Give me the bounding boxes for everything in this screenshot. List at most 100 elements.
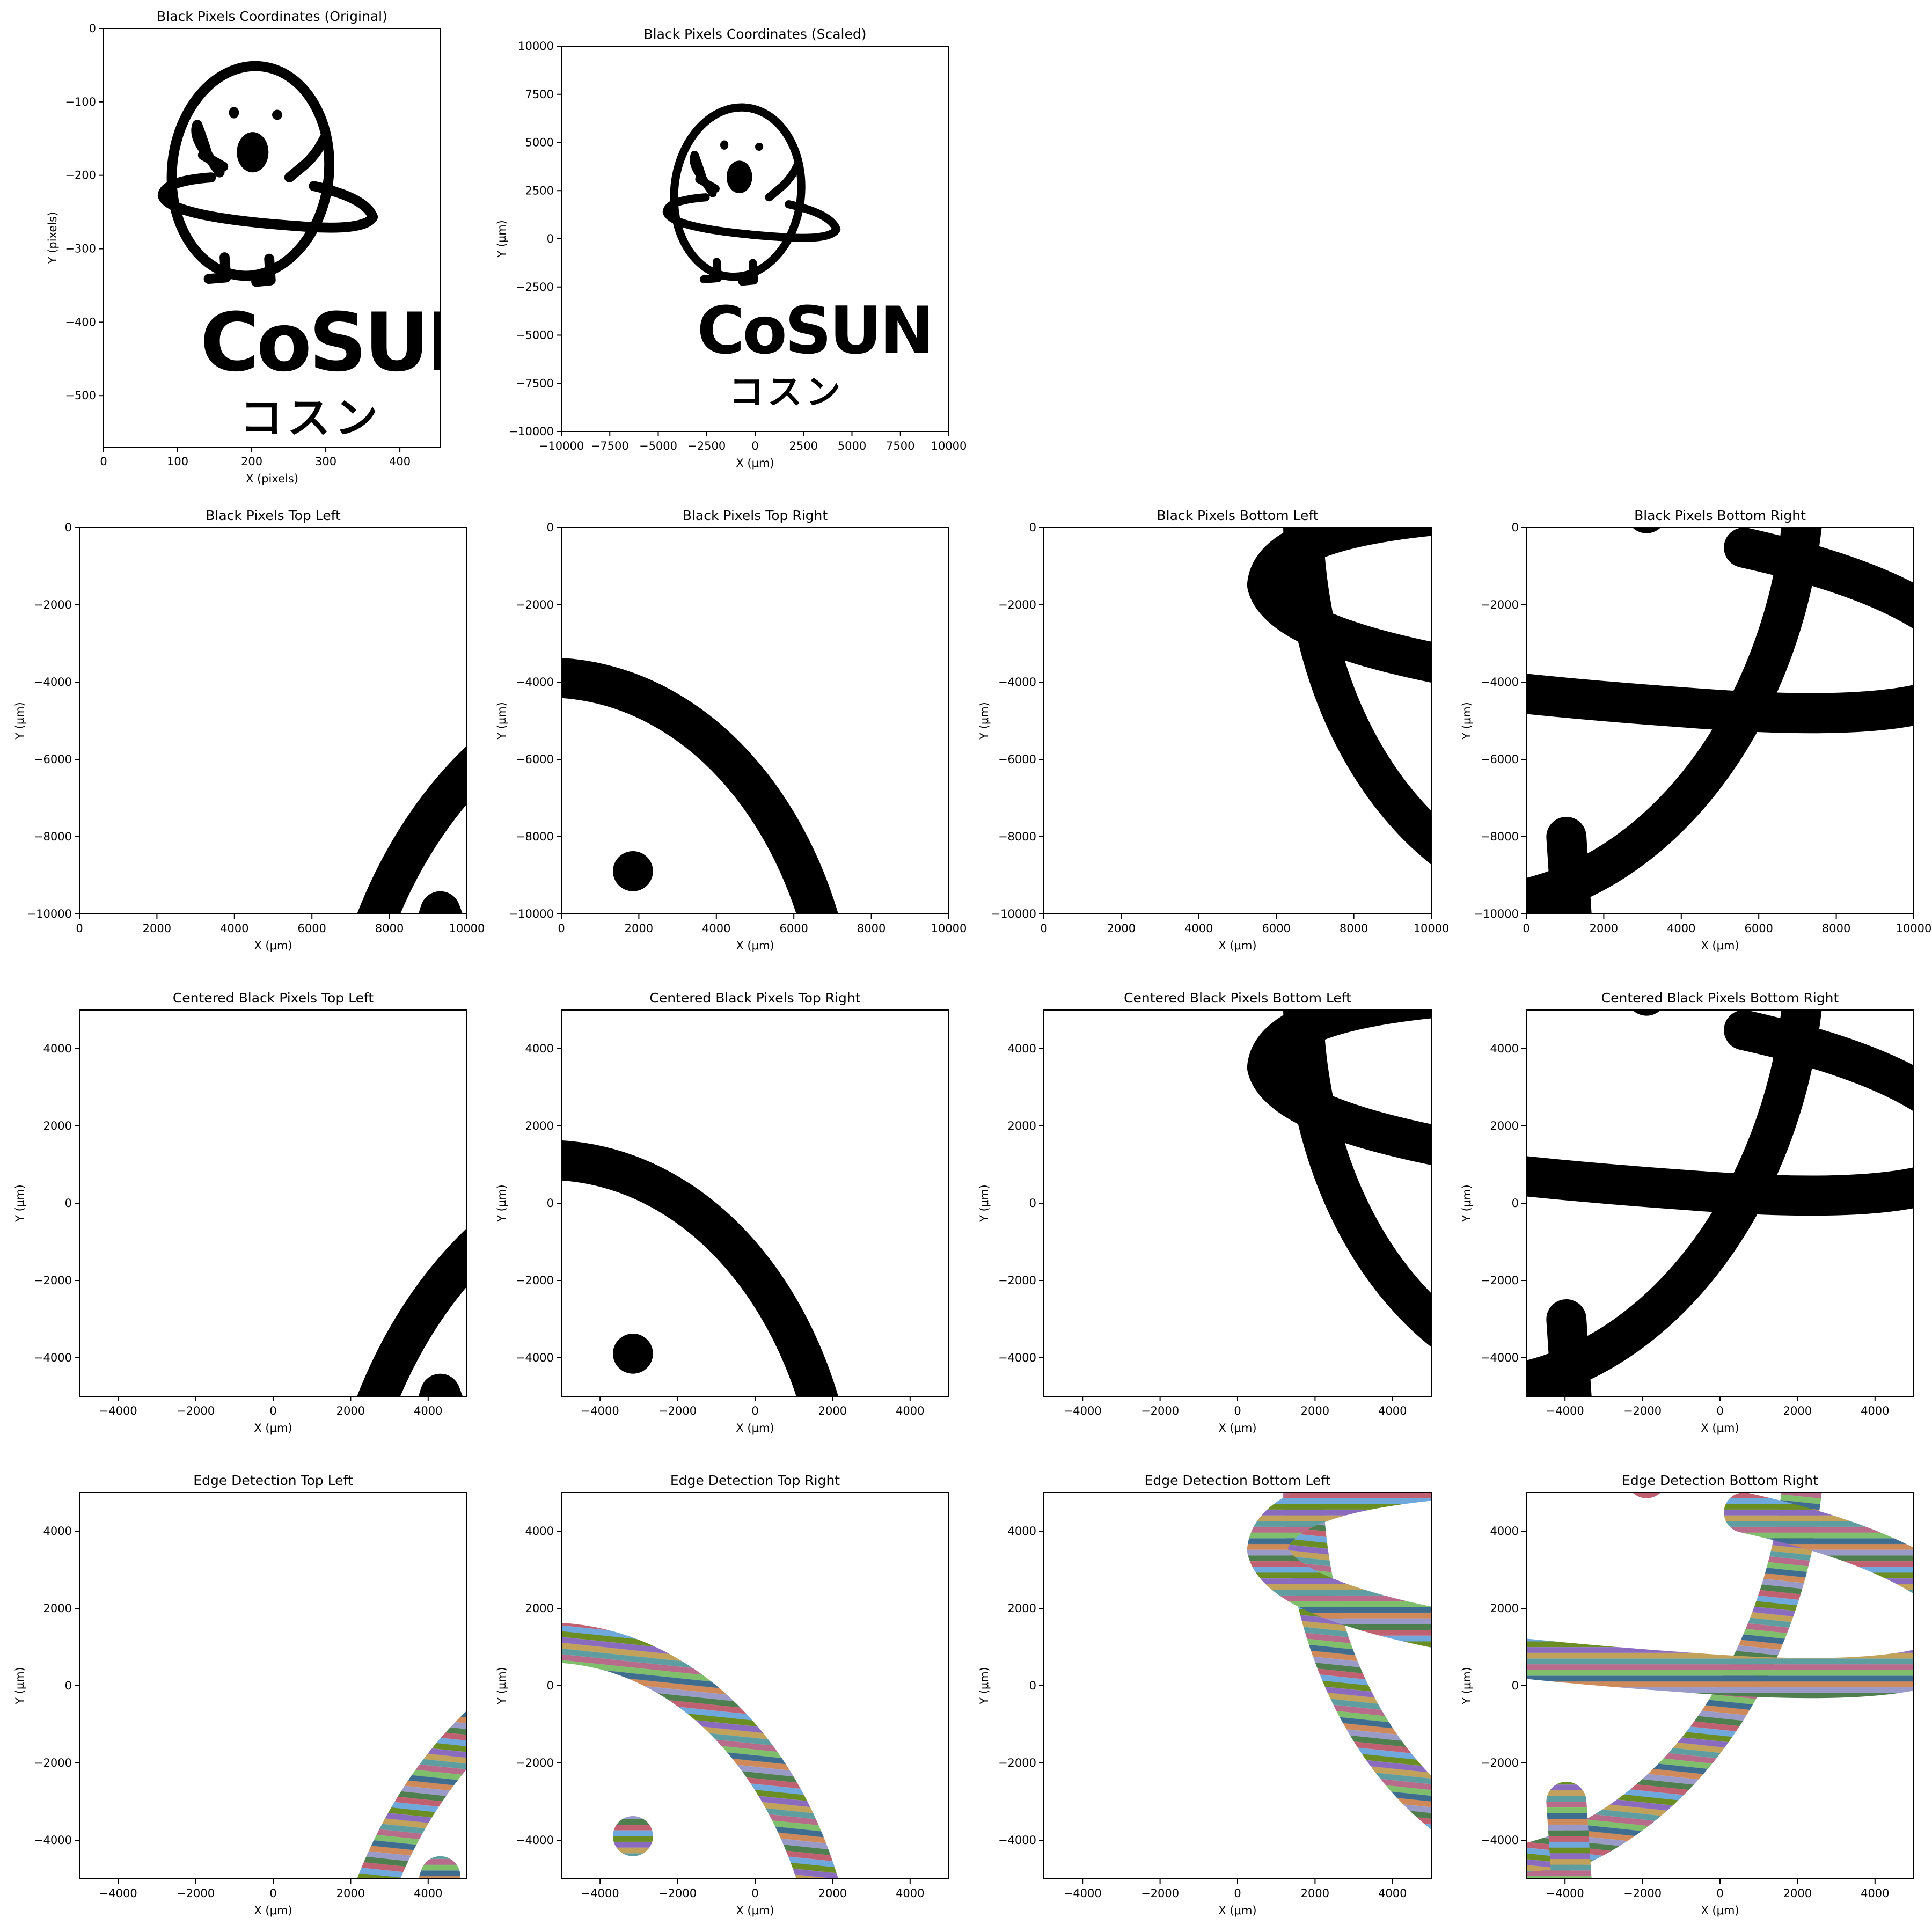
y-tick-label: 0	[547, 1197, 554, 1210]
y-tick-label: −10000	[991, 908, 1036, 920]
x-tick-label: 4000	[1861, 1404, 1889, 1417]
x-tick-label: 0	[1523, 922, 1529, 935]
x-tick-label: 10000	[931, 440, 967, 452]
x-axis-label: X (μm)	[736, 939, 774, 952]
y-tick-label: −300	[65, 243, 96, 255]
y-tick-label: 7500	[525, 88, 554, 101]
x-axis-label: X (μm)	[1701, 1422, 1739, 1435]
x-axis-label: X (μm)	[1701, 939, 1739, 952]
subplot-10: −4000 −2000 0 2000 4000 −4000 −2000 0 2000 4000 Ce…	[1460, 990, 1914, 1435]
y-tick-label: −4000	[1481, 676, 1519, 689]
y-tick-label: 0	[1512, 1197, 1519, 1210]
y-tick-label: −10000	[509, 425, 554, 438]
subplot-title: Centered Black Pixels Top Left	[173, 990, 374, 1006]
y-tick-label: −2000	[516, 598, 554, 611]
x-tick-label: 0	[751, 440, 758, 452]
x-tick-label: 4000	[896, 1887, 924, 1900]
y-tick-label: −6000	[1481, 753, 1519, 766]
y-tick-label: 5000	[525, 136, 554, 149]
y-tick-label: −10000	[27, 908, 72, 920]
y-tick-label: −7500	[516, 377, 554, 390]
x-tick-label: 2000	[1107, 922, 1136, 935]
y-tick-label: −8000	[516, 830, 554, 843]
y-tick-label: 2000	[1490, 1602, 1519, 1615]
x-tick-label: 200	[241, 455, 262, 468]
x-axis-label: X (μm)	[1218, 939, 1256, 952]
subplot-7: −4000 −2000 0 2000 4000 −4000 −2000 0 2000 4000 Ce…	[13, 990, 467, 1435]
y-tick-label: −4000	[998, 676, 1036, 689]
x-tick-label: −4000	[1064, 1887, 1102, 1900]
y-tick-label: 0	[65, 1679, 72, 1692]
subplot-3: 0 2000 4000 6000 8000 10000 0 −2000 −4000 −6000 −8…	[13, 508, 485, 952]
x-tick-label: −2500	[687, 440, 726, 452]
y-tick-label: −2000	[516, 1757, 554, 1769]
y-tick-label: −4000	[34, 1834, 72, 1847]
y-tick-label: −100	[65, 96, 96, 108]
x-tick-label: 4000	[1378, 1404, 1407, 1417]
y-tick-label: 2000	[525, 1602, 554, 1615]
subplot-title: Edge Detection Bottom Left	[1145, 1473, 1331, 1488]
x-axis-label: X (μm)	[254, 939, 292, 952]
y-tick-label: −6000	[516, 753, 554, 766]
axes-frame	[1043, 527, 1432, 914]
subplot-11: −4000 −2000 0 2000 4000 −4000 −2000 0 2000 4000 Ed…	[13, 1473, 467, 1917]
x-tick-label: 4000	[896, 1404, 924, 1417]
x-tick-label: 400	[389, 455, 411, 468]
x-tick-label: 10000	[931, 922, 967, 935]
y-tick-label: −4000	[998, 1351, 1036, 1364]
x-tick-label: 4000	[414, 1404, 442, 1417]
y-tick-label: −4000	[34, 1351, 72, 1364]
y-axis-label: Y (μm)	[495, 220, 508, 258]
x-tick-label: −2000	[1141, 1887, 1179, 1900]
y-axis-label: Y (μm)	[978, 702, 991, 740]
y-tick-label: −4000	[34, 676, 72, 689]
y-tick-label: −2500	[516, 281, 554, 294]
y-tick-label: −4000	[516, 1834, 554, 1847]
y-tick-label: −2000	[998, 598, 1036, 611]
x-tick-label: 0	[751, 1404, 758, 1417]
subplot-title: Black Pixels Coordinates (Scaled)	[643, 26, 866, 42]
y-tick-label: −2000	[1481, 1274, 1519, 1287]
x-axis-label: X (μm)	[254, 1422, 292, 1435]
x-tick-label: −7500	[591, 440, 629, 452]
subplot-title: Black Pixels Bottom Left	[1157, 508, 1318, 523]
y-tick-label: −2000	[516, 1274, 554, 1287]
y-tick-label: −2000	[34, 1274, 72, 1287]
subplot-title: Centered Black Pixels Bottom Right	[1601, 990, 1839, 1006]
y-tick-label: −4000	[1481, 1351, 1519, 1364]
y-axis-label: Y (μm)	[13, 702, 26, 740]
y-tick-label: −2000	[34, 1757, 72, 1769]
subplot-12: −4000 −2000 0 2000 4000 −4000 −2000 0 2000 4000 Ed…	[495, 1473, 949, 1917]
x-tick-label: −2000	[1141, 1404, 1179, 1417]
y-tick-label: 0	[1029, 1679, 1036, 1692]
x-tick-label: −4000	[581, 1404, 619, 1417]
x-tick-label: 2000	[143, 922, 171, 935]
subplot-5: 0 2000 4000 6000 8000 10000 0 −2000 −4000 −6000 −8…	[978, 508, 1449, 952]
x-tick-label: −2000	[177, 1404, 215, 1417]
x-axis-label: X (μm)	[1218, 1422, 1256, 1435]
plot-area	[1044, 528, 1431, 914]
x-tick-label: −4000	[99, 1404, 137, 1417]
y-tick-label: −2000	[34, 598, 72, 611]
y-tick-label: 4000	[525, 1042, 554, 1055]
y-tick-label: 2000	[1490, 1119, 1519, 1132]
axes-frame	[1526, 527, 1914, 914]
x-tick-label: 7500	[886, 440, 914, 452]
y-tick-label: −10000	[509, 908, 554, 920]
x-tick-label: −4000	[99, 1887, 137, 1900]
y-tick-label: 0	[65, 1197, 72, 1210]
subplot-title: Centered Black Pixels Top Right	[649, 990, 860, 1006]
x-tick-label: 4000	[702, 922, 730, 935]
y-axis-label: Y (μm)	[495, 1667, 508, 1705]
x-tick-label: 8000	[1822, 922, 1850, 935]
x-tick-label: 8000	[1340, 922, 1368, 935]
x-tick-label: 4000	[1378, 1887, 1407, 1900]
x-tick-label: 4000	[414, 1887, 442, 1900]
y-axis-label: Y (μm)	[1460, 1184, 1473, 1223]
x-tick-label: 2000	[1783, 1887, 1812, 1900]
x-tick-label: 6000	[1262, 922, 1290, 935]
x-tick-label: 0	[269, 1404, 276, 1417]
subplot-13: −4000 −2000 0 2000 4000 −4000 −2000 0 2000 4000 Ed…	[978, 1473, 1432, 1917]
subplot-title: Edge Detection Bottom Right	[1622, 1473, 1818, 1488]
